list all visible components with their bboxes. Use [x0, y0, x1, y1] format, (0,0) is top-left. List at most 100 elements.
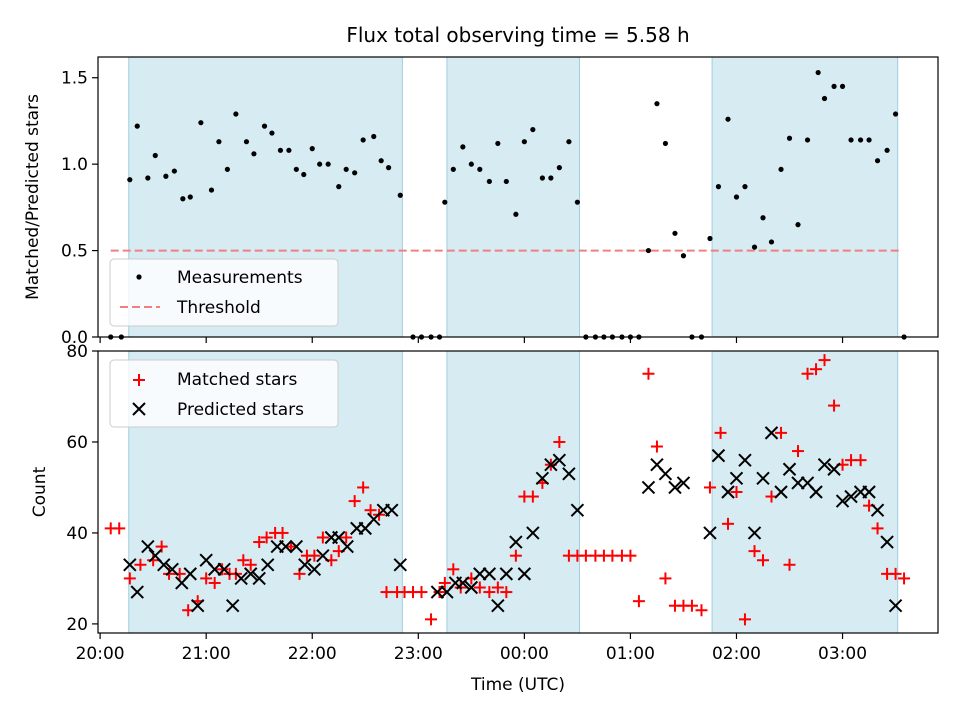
measurement-point — [486, 178, 492, 185]
measurement-point — [804, 137, 811, 143]
matched-star-point — [415, 586, 428, 599]
y-tick-label: 40 — [66, 524, 88, 544]
legend-threshold-label: Threshold — [176, 298, 261, 318]
predicted-star-point — [456, 576, 470, 590]
predicted-star-point — [385, 503, 399, 517]
top-x-ticks — [99, 337, 844, 343]
chart-title: Flux total observing time = 5.58 h — [346, 23, 689, 47]
measurement-point — [343, 166, 349, 172]
predicted-star-point — [862, 485, 876, 499]
predicted-star-point — [703, 526, 717, 540]
matched-star-point — [260, 531, 273, 544]
matched-star-point — [340, 531, 353, 544]
matched-star-point — [244, 558, 257, 571]
measurement-point — [874, 158, 881, 164]
matched-star-point — [695, 604, 708, 617]
bottom-y-axis-label: Count — [30, 466, 50, 517]
measurement-point — [293, 166, 299, 172]
measurement-point — [566, 139, 572, 145]
predicted-star-point — [491, 599, 505, 613]
measurement-point — [208, 187, 215, 193]
measurement-point — [468, 161, 474, 167]
matched-star-point — [134, 558, 147, 571]
measurement-point — [171, 168, 177, 174]
y-tick-label: 0.5 — [61, 242, 88, 262]
y-tick-label: 60 — [66, 433, 88, 453]
predicted-star-point — [870, 503, 885, 517]
predicted-star-point — [880, 535, 894, 549]
predicted-star-point — [552, 453, 567, 467]
measurement-point — [378, 158, 384, 164]
measurement-point — [831, 83, 837, 89]
bottom-panel: 20 40 60 80 20:00 21:00 22:00 23:00 00:00 01:00 0… — [30, 342, 939, 695]
measurement-point — [127, 177, 133, 183]
predicted-star-point — [747, 526, 762, 540]
measurement-point — [662, 140, 669, 147]
measurement-point — [795, 222, 801, 228]
predicted-star-point — [721, 485, 735, 499]
predicted-star-point — [244, 567, 258, 581]
predicted-star-point — [307, 562, 322, 577]
matched-star-point — [792, 445, 804, 458]
predicted-star-point — [711, 448, 726, 463]
measurement-point — [277, 147, 284, 153]
measurement-point — [884, 147, 890, 153]
matched-star-point — [801, 367, 814, 380]
top-y-axis-label: Matched/Predicted stars — [23, 94, 43, 300]
y-tick-label: 0.0 — [61, 328, 88, 348]
measurement-point — [386, 165, 392, 171]
measurement-point — [680, 253, 687, 259]
predicted-star-point — [544, 458, 558, 472]
measurement-point — [251, 151, 257, 157]
measurement-point — [233, 111, 239, 117]
top-y-ticks: 0.0 0.5 1.0 1.5 — [61, 69, 98, 348]
predicted-star-point — [473, 567, 487, 581]
predicted-star-point — [535, 471, 550, 486]
predicted-star-point — [888, 599, 903, 613]
matched-star-point — [553, 435, 566, 448]
predicted-star-point — [393, 558, 407, 572]
measurement-point — [513, 211, 519, 217]
measurement-point — [521, 139, 527, 145]
matched-star-point — [253, 536, 266, 549]
measurement-point — [286, 147, 292, 153]
predicted-star-point — [791, 476, 805, 490]
measurement-point — [243, 139, 250, 145]
predicted-star-point — [809, 485, 823, 499]
measurement-point — [548, 175, 554, 181]
measurement-point — [672, 230, 678, 236]
measurement-point — [180, 196, 186, 202]
matched-star-point — [123, 572, 136, 585]
measurement-point — [261, 123, 268, 129]
matched-star-point — [473, 581, 486, 594]
matched-star-point — [703, 481, 716, 494]
measurement-point — [768, 239, 775, 245]
y-tick-label: 20 — [66, 615, 88, 635]
predicted-star-point — [764, 426, 779, 440]
measurement-point — [450, 166, 456, 172]
matched-star-point — [200, 572, 213, 585]
measurement-point — [145, 175, 151, 181]
measurement-point — [309, 146, 315, 152]
matched-star-point — [357, 481, 370, 494]
measurement-point — [821, 95, 828, 102]
measurement-point — [224, 166, 230, 172]
matched-star-point — [775, 426, 788, 439]
matched-star-point — [526, 490, 539, 503]
measurement-point — [477, 166, 483, 172]
measurement-point — [336, 184, 342, 190]
measurement-point — [760, 215, 766, 221]
predicted-star-point — [658, 467, 673, 481]
matched-star-point — [854, 454, 867, 467]
bottom-plot-frame — [97, 350, 939, 634]
measurement-point — [848, 137, 854, 143]
matched-star-point — [650, 440, 663, 453]
predicted-star-point — [252, 571, 266, 586]
predicted-star-point — [141, 539, 155, 554]
measurement-point — [495, 140, 501, 147]
x-tick-label: 02:00 — [712, 644, 761, 664]
measurement-point — [654, 101, 660, 107]
matched-star-point — [483, 586, 496, 599]
measurement-point — [187, 194, 193, 200]
